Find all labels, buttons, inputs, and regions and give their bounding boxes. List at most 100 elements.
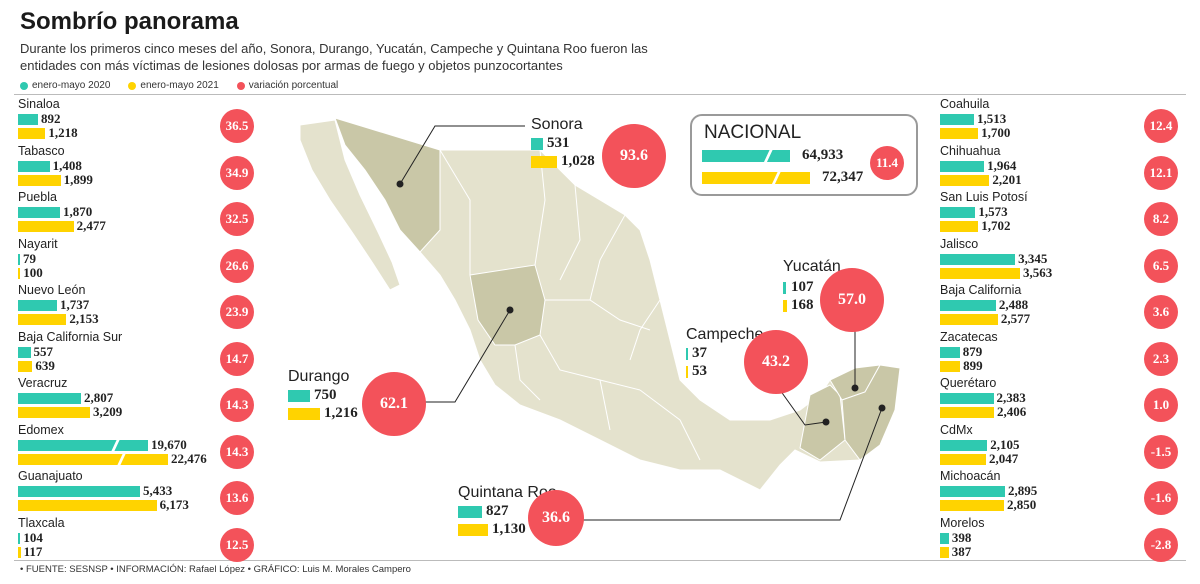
bar-2020 [18,439,148,451]
callout-value-2020: 750 [314,387,337,403]
state-row-chihuahua: Chihuahua 1,964 2,201 12.1 [940,144,1180,194]
dot-yucatan [851,384,859,392]
value-2021: 3,209 [93,404,123,419]
bar-2020 [940,486,1005,497]
bar-2020 [940,253,1016,265]
value-2021: 6,173 [159,497,189,512]
leader-sonora [399,125,525,185]
bar-2020 [940,393,994,404]
bar-2020 [18,393,82,404]
state-row-guanajuato: Guanajuato 5,433 6,173 13.6 [18,469,258,519]
state-name: Nuevo León [18,283,86,297]
callout-campeche: Campeche 37 53 [686,326,764,379]
pct-circle: 2.3 [1144,341,1178,376]
bar-2020 [940,532,949,544]
state-name: Puebla [18,190,57,204]
value-2020: 19,670 [151,436,187,452]
value-2021: 899 [963,357,983,373]
callout-bar-2021 [783,300,787,312]
circle-campeche: 43.2 [744,330,808,394]
state-name: Tlaxcala [18,515,65,530]
callout-durango: Durango 750 1,216 [288,368,358,421]
bar-2021 [940,500,1004,511]
state-name: Baja California Sur [18,329,123,344]
callout-value-2021: 168 [791,297,814,313]
bar-2021 [18,128,46,139]
legend-dot-variacion [236,81,245,90]
nacional-value-2020: 64,933 [802,147,844,163]
callout-value-2020: 531 [547,135,570,151]
callout-name: Quintana Roo [458,484,557,501]
chart-subtitle: Durante los primeros cinco meses del año… [20,41,648,73]
pct-circle: -1.6 [1144,481,1178,515]
pct-circle: -2.8 [1144,527,1178,562]
callout-quintana-roo: Quintana Roo 827 1,130 [458,484,557,537]
bar-2021 [18,546,21,558]
state-name: Querétaro [940,376,997,390]
value-2021: 2,047 [988,450,1019,466]
pct-circle: 32.5 [220,202,254,236]
state-row-nayarit: Nayarit 79 100 26.6 [18,237,258,287]
callout-name: Campeche [686,326,764,343]
value-2020: 1,737 [60,297,90,312]
state-row-querétaro: Querétaro 2,383 2,406 1.0 [940,376,1180,426]
state-name: Coahuila [940,97,990,111]
value-2020: 2,488 [998,297,1029,312]
value-2021: 1,700 [981,125,1011,140]
state-row-baja-california-sur: Baja California Sur 557 639 14.7 [18,330,258,380]
value-2020: 2,807 [84,390,114,405]
circle-yucatan: 57.0 [820,268,884,332]
pct-circle: 23.9 [220,295,254,329]
value-2021: 1,702 [981,218,1011,233]
bar-2021 [18,407,91,418]
nacional-value-2021: 72,347 [822,169,864,185]
callout-name: Yucatán [783,258,841,275]
callout-value-2020: 37 [692,345,707,361]
bar-2020 [18,346,31,358]
value-2020: 1,573 [978,204,1008,219]
value-2021: 1,899 [63,171,93,187]
state-row-baja-california: Baja California 2,488 2,577 3.6 [940,283,1180,333]
state-row-puebla: Puebla 1,870 2,477 32.5 [18,190,258,240]
state-name: Zacatecas [940,329,998,344]
circle-durango: 62.1 [362,372,426,436]
state-name: Veracruz [18,376,68,390]
pct-circle: 12.4 [1144,109,1178,143]
bar-2020 [940,346,960,358]
value-2021: 22,476 [171,450,207,466]
state-row-coahuila: Coahuila 1,513 1,700 12.4 [940,97,1180,147]
callout-bar-2021 [458,524,488,536]
callout-bar-2021 [686,366,688,378]
pct-circle: 14.3 [220,388,254,422]
state-name: Tabasco [18,143,65,158]
callout-value-2021: 1,028 [561,153,595,169]
value-2020: 104 [23,529,43,545]
pct-circle: 34.9 [220,155,254,190]
dot-sonora [396,180,404,188]
bar-2020 [940,114,974,125]
legend-item-2020: enero-mayo 2020 [20,80,110,91]
state-name: Jalisco [940,236,979,251]
pct-circle: 14.3 [220,434,254,469]
value-2020: 892 [41,111,61,126]
bar-2020 [940,207,976,218]
value-2021: 2,850 [1006,497,1037,512]
pct-circle: 14.7 [220,341,254,376]
value-2020: 1,964 [987,157,1017,173]
state-row-jalisco: Jalisco 3,345 3,563 6.5 [940,237,1180,287]
value-2020: 2,383 [996,390,1026,405]
bar-2021 [940,453,986,465]
callout-value-2020: 107 [791,279,814,295]
legend-item-2021: enero-mayo 2021 [128,80,219,91]
bar-2020 [940,439,988,451]
dot-durango [506,306,514,314]
state-row-nuevo-león: Nuevo León 1,737 2,153 23.9 [18,283,258,333]
state-name: CdMx [940,422,973,437]
state-name: San Luis Potosí [940,190,1028,204]
state-name: Sinaloa [18,97,60,111]
value-2021: 2,153 [69,311,99,326]
bar-2021 [940,314,998,325]
state-name: Edomex [18,422,64,437]
nacional-title: NACIONAL [704,122,802,143]
bar-2021 [940,267,1020,279]
